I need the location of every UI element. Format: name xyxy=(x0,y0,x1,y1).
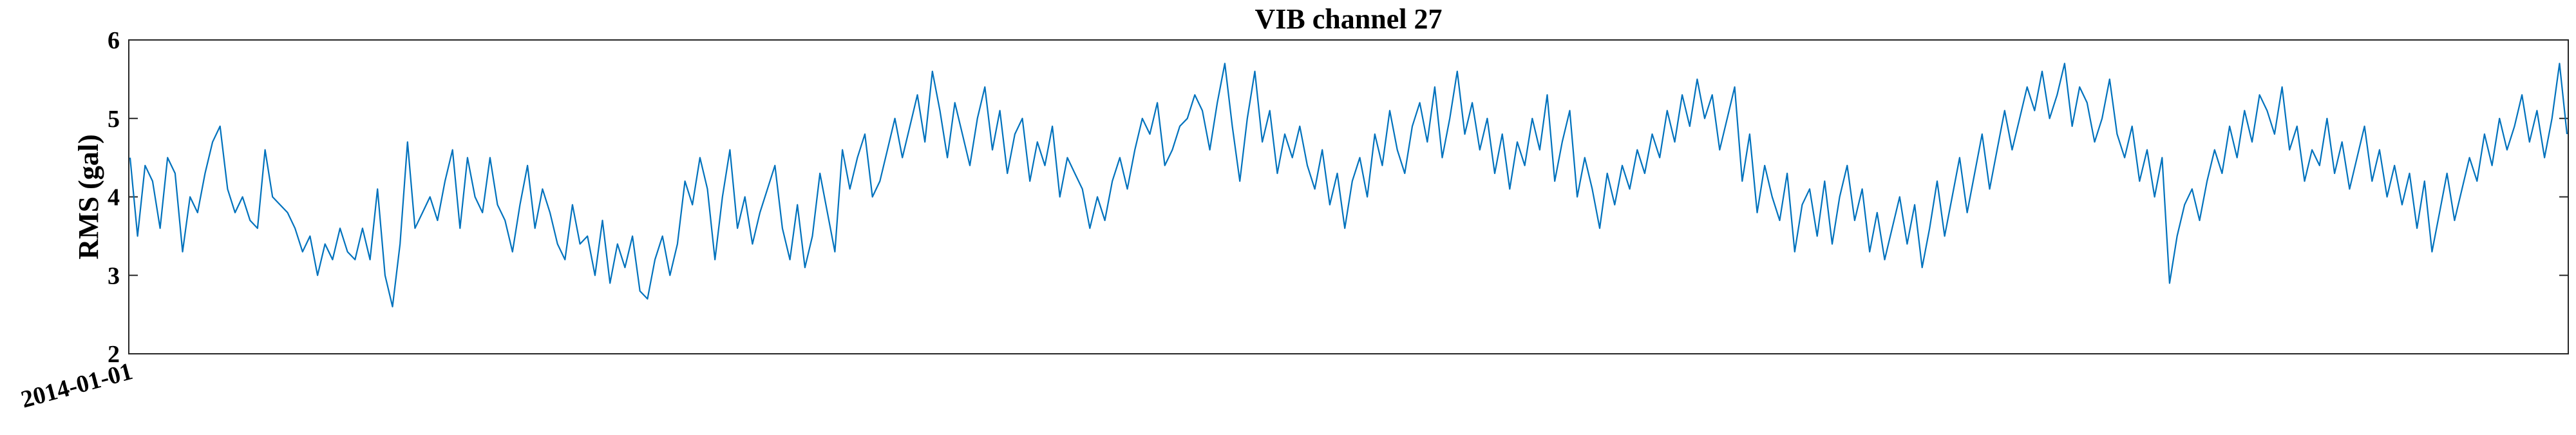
y-tick-label: 2 xyxy=(108,341,120,368)
y-tick-label: 6 xyxy=(108,27,120,54)
x-tick-label: 2014-01-01 xyxy=(18,358,135,413)
y-tick-label: 5 xyxy=(108,106,120,133)
y-tick-label: 3 xyxy=(108,262,120,289)
plot-area xyxy=(128,39,2569,354)
series-layer xyxy=(129,63,2568,307)
y-axis: 2 3 4 5 6 xyxy=(108,27,2568,368)
y-axis-label: RMS (gal) xyxy=(73,134,104,259)
series-line-rms xyxy=(129,63,2568,307)
y-tick-label: 4 xyxy=(108,184,120,211)
chart-title: VIB channel 27 xyxy=(1255,3,1443,35)
